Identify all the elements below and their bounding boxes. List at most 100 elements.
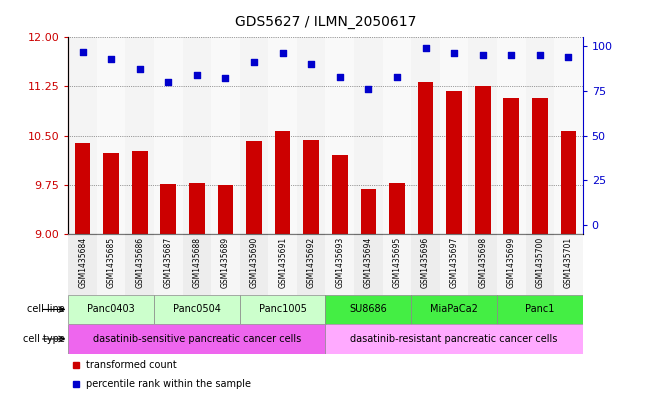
Bar — [68, 37, 97, 234]
Text: cell type: cell type — [23, 334, 65, 344]
Text: Panc0504: Panc0504 — [173, 305, 221, 314]
Text: GSM1435684: GSM1435684 — [78, 237, 87, 288]
Bar — [525, 234, 554, 295]
Bar — [211, 37, 240, 234]
Text: SU8686: SU8686 — [350, 305, 387, 314]
Bar — [326, 324, 583, 354]
Bar — [497, 295, 583, 324]
Text: dasatinib-resistant pancreatic cancer cells: dasatinib-resistant pancreatic cancer ce… — [350, 334, 558, 344]
Point — [163, 79, 174, 85]
Bar — [75, 143, 90, 234]
Point — [506, 52, 516, 58]
Text: transformed count: transformed count — [87, 360, 177, 370]
Text: GSM1435686: GSM1435686 — [135, 237, 145, 288]
Bar — [246, 141, 262, 234]
Bar — [446, 91, 462, 234]
Bar — [97, 37, 126, 234]
Text: GSM1435701: GSM1435701 — [564, 237, 573, 288]
Point — [421, 45, 431, 51]
Bar — [161, 184, 176, 234]
Text: GSM1435696: GSM1435696 — [421, 237, 430, 288]
Bar — [332, 154, 348, 234]
Text: percentile rank within the sample: percentile rank within the sample — [87, 379, 251, 389]
Bar — [275, 131, 290, 234]
Text: GSM1435691: GSM1435691 — [278, 237, 287, 288]
Bar — [97, 234, 126, 295]
Bar — [126, 37, 154, 234]
Bar — [68, 324, 326, 354]
Bar — [68, 295, 154, 324]
Bar — [354, 234, 383, 295]
Text: GSM1435695: GSM1435695 — [393, 237, 402, 288]
Bar — [326, 295, 411, 324]
Bar — [383, 37, 411, 234]
Bar — [389, 183, 405, 234]
Bar — [268, 37, 297, 234]
Bar — [303, 140, 319, 234]
Bar — [561, 131, 576, 234]
Text: MiaPaCa2: MiaPaCa2 — [430, 305, 478, 314]
Point — [277, 50, 288, 57]
Bar — [497, 37, 525, 234]
Text: GSM1435697: GSM1435697 — [450, 237, 458, 288]
Point — [392, 73, 402, 80]
Point — [563, 54, 574, 60]
Bar — [503, 97, 519, 234]
Point — [191, 72, 202, 78]
Point — [335, 73, 345, 80]
Bar — [189, 184, 205, 234]
Bar — [217, 185, 233, 234]
Bar — [440, 234, 468, 295]
Bar — [297, 37, 326, 234]
Point — [135, 66, 145, 73]
Text: Panc1005: Panc1005 — [258, 305, 307, 314]
Text: GSM1435685: GSM1435685 — [107, 237, 116, 288]
Bar — [497, 234, 525, 295]
Bar — [240, 295, 326, 324]
Text: Panc1: Panc1 — [525, 305, 555, 314]
Bar — [326, 37, 354, 234]
Text: GSM1435699: GSM1435699 — [506, 237, 516, 288]
Bar — [126, 234, 154, 295]
Text: GSM1435692: GSM1435692 — [307, 237, 316, 288]
Bar — [361, 189, 376, 234]
Point — [249, 59, 259, 66]
Point — [534, 52, 545, 58]
Point — [77, 48, 88, 55]
Text: GSM1435690: GSM1435690 — [249, 237, 258, 288]
Text: GSM1435700: GSM1435700 — [535, 237, 544, 288]
Text: Panc0403: Panc0403 — [87, 305, 135, 314]
Bar — [183, 37, 211, 234]
Bar — [132, 151, 148, 234]
Bar — [468, 37, 497, 234]
Text: dasatinib-sensitive pancreatic cancer cells: dasatinib-sensitive pancreatic cancer ce… — [93, 334, 301, 344]
Bar — [297, 234, 326, 295]
Bar — [211, 234, 240, 295]
Bar — [532, 98, 547, 234]
Text: cell line: cell line — [27, 305, 65, 314]
Bar — [154, 295, 240, 324]
Bar — [468, 234, 497, 295]
Bar — [240, 37, 268, 234]
Point — [363, 86, 374, 92]
Bar — [383, 234, 411, 295]
Bar — [154, 234, 183, 295]
Bar — [411, 234, 440, 295]
Point — [220, 75, 230, 82]
Point — [449, 50, 459, 57]
Bar — [554, 37, 583, 234]
Point — [106, 56, 117, 62]
Text: GSM1435694: GSM1435694 — [364, 237, 373, 288]
Bar — [354, 37, 383, 234]
Bar — [183, 234, 211, 295]
Bar — [475, 86, 490, 234]
Bar — [154, 37, 183, 234]
Bar — [525, 37, 554, 234]
Text: GSM1435689: GSM1435689 — [221, 237, 230, 288]
Bar — [554, 234, 583, 295]
Point — [306, 61, 316, 67]
Text: GSM1435698: GSM1435698 — [478, 237, 487, 288]
Bar — [418, 82, 434, 234]
Text: GDS5627 / ILMN_2050617: GDS5627 / ILMN_2050617 — [235, 15, 416, 29]
Point — [477, 52, 488, 58]
